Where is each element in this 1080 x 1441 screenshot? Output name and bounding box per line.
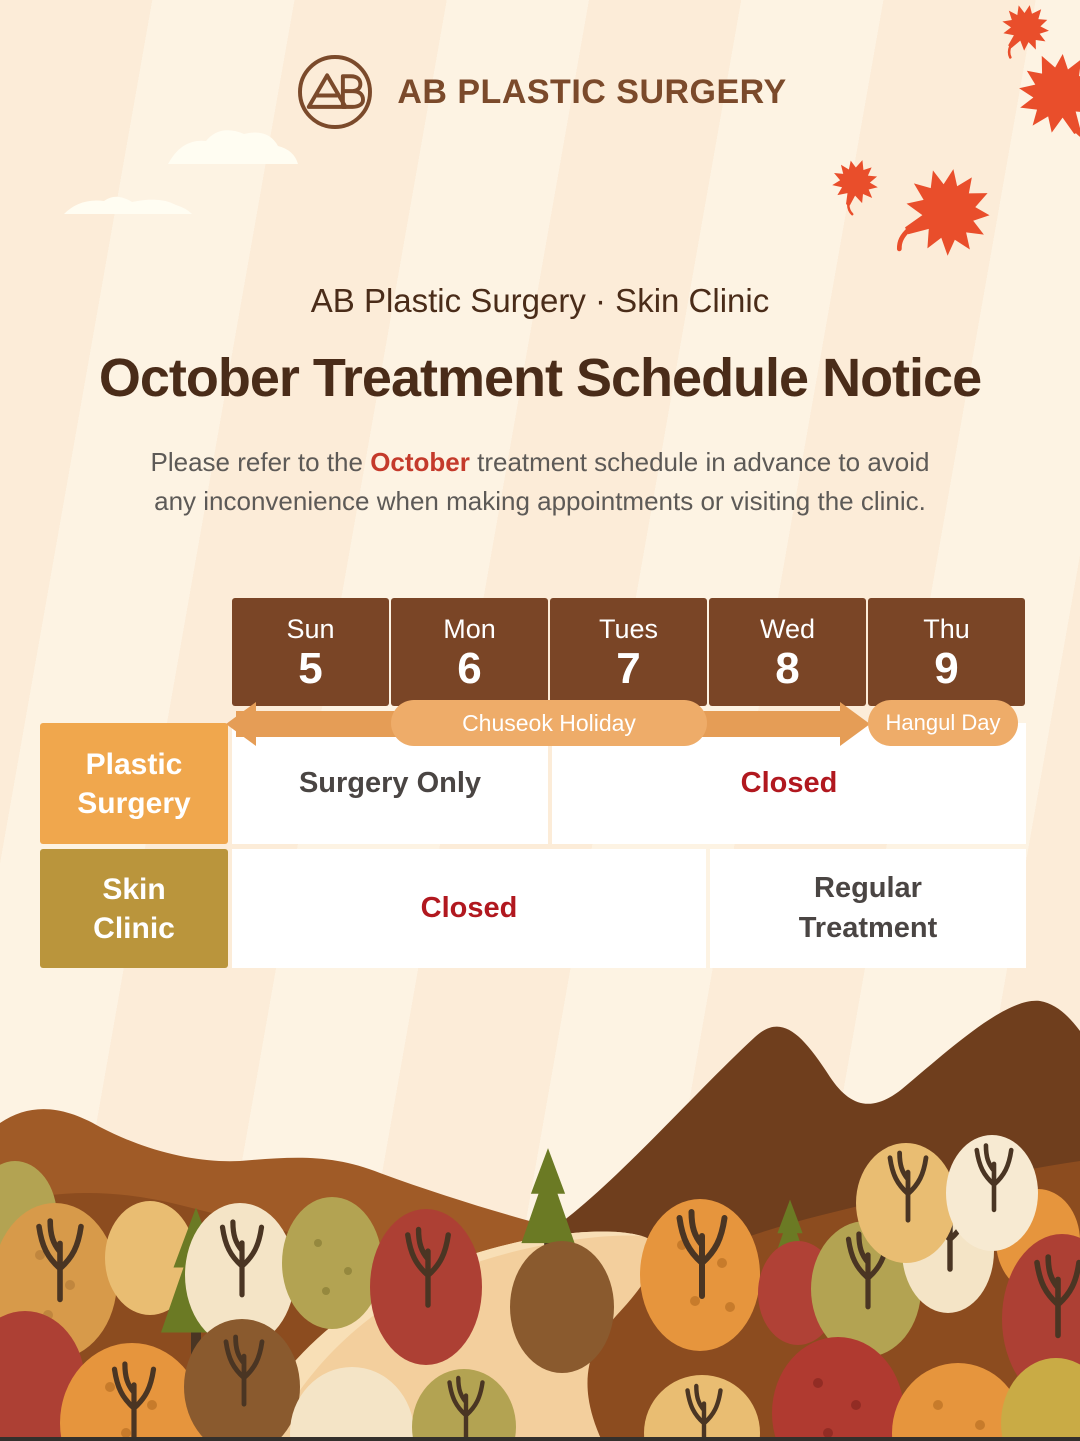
autumn-landscape-illustration: [0, 1000, 1080, 1441]
cell-skin-wed-thu: Regular Treatment: [710, 849, 1026, 968]
brand-name: AB PLASTIC SURGERY: [397, 72, 787, 111]
cell-skin-sun-tues: Closed: [232, 849, 706, 968]
cloud-icon: [64, 196, 192, 214]
highlight-october: October: [370, 447, 470, 477]
ab-logo-icon: [298, 55, 373, 129]
maple-leaf-icon: [875, 153, 1006, 270]
schedule-table: Sun 5 Mon 6 Tues 7 Wed 8 Thu 9 Chuseok Holida…: [40, 598, 1026, 968]
maple-leaves: [822, 0, 1080, 270]
chuseok-holiday-banner: Chuseok Holiday: [391, 700, 707, 746]
description-line1: Please refer to the October treatment sc…: [150, 447, 930, 477]
hangul-day-badge: Hangul Day: [868, 700, 1018, 746]
description: Please refer to the October treatment sc…: [0, 443, 1080, 521]
day-header-sun: Sun 5: [232, 598, 389, 706]
page-title: October Treatment Schedule Notice: [98, 348, 982, 408]
row-label-skin-clinic: Skin Clinic: [40, 849, 228, 968]
description-line2: any inconvenience when making appointmen…: [154, 486, 926, 516]
day-header-wed: Wed 8: [709, 598, 866, 706]
cloud-icon: [168, 130, 298, 164]
day-header-mon: Mon 6: [391, 598, 548, 706]
maple-leaf-icon: [822, 151, 886, 221]
day-header-thu: Thu 9: [868, 598, 1025, 706]
page-subtitle: AB Plastic Surgery · Skin Clinic: [310, 282, 770, 319]
row-label-plastic-surgery: Plastic Surgery: [40, 723, 228, 844]
day-header-tues: Tues 7: [550, 598, 707, 706]
holiday-arrow-right-icon: [840, 702, 870, 746]
brand-header: AB PLASTIC SURGERY: [0, 52, 1080, 132]
